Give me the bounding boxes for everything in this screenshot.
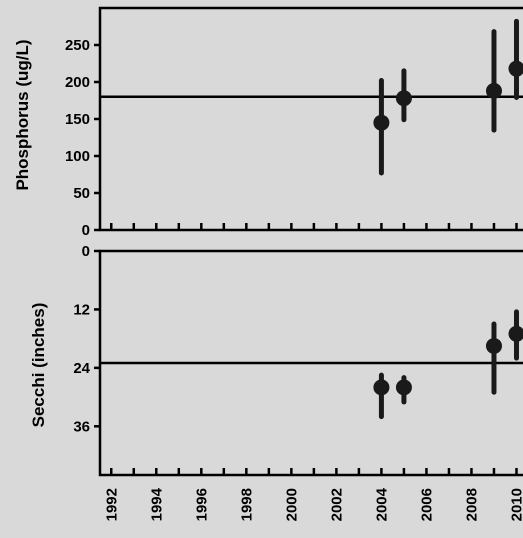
x-tick-label: 1998 [238, 488, 255, 521]
phosphorus-data-point [485, 82, 502, 99]
x-tick-label: 1996 [193, 488, 210, 521]
x-tick-label: 2010 [508, 488, 523, 521]
secchi-data-point [485, 337, 502, 354]
secchi-y-tick-label: 36 [73, 418, 90, 435]
phosphorus-y-axis-title: Phosphorus (ug/L) [13, 39, 32, 190]
secchi-data-point [373, 379, 390, 396]
phosphorus-plot-area [98, 6, 523, 232]
phosphorus-y-tick-label: 250 [65, 37, 90, 54]
secchi-data-point [508, 325, 523, 342]
phosphorus-data-point [508, 60, 523, 77]
phosphorus-data-point [373, 114, 390, 131]
x-tick-label: 1992 [103, 488, 120, 521]
phosphorus-data-point [395, 90, 412, 107]
x-tick-label: 1994 [148, 487, 165, 521]
secchi-y-axis-title: Secchi (inches) [29, 303, 48, 428]
secchi-data-point [395, 379, 412, 396]
x-tick-label: 2006 [418, 488, 435, 521]
phosphorus-y-tick-label: 100 [65, 148, 90, 165]
secchi-y-tick-label: 0 [82, 243, 90, 260]
phosphorus-y-tick-label: 150 [65, 111, 90, 128]
phosphorus-y-tick-label: 50 [73, 185, 90, 202]
secchi-y-tick-label: 24 [73, 360, 90, 377]
x-tick-label: 2000 [283, 488, 300, 521]
x-tick-label: 2004 [373, 487, 390, 521]
phosphorus-y-tick-label: 0 [82, 222, 90, 239]
phosphorus-y-tick-label: 200 [65, 74, 90, 91]
x-tick-label: 2002 [328, 488, 345, 521]
secchi-y-tick-label: 12 [73, 301, 90, 318]
x-tick-label: 2008 [463, 488, 480, 521]
